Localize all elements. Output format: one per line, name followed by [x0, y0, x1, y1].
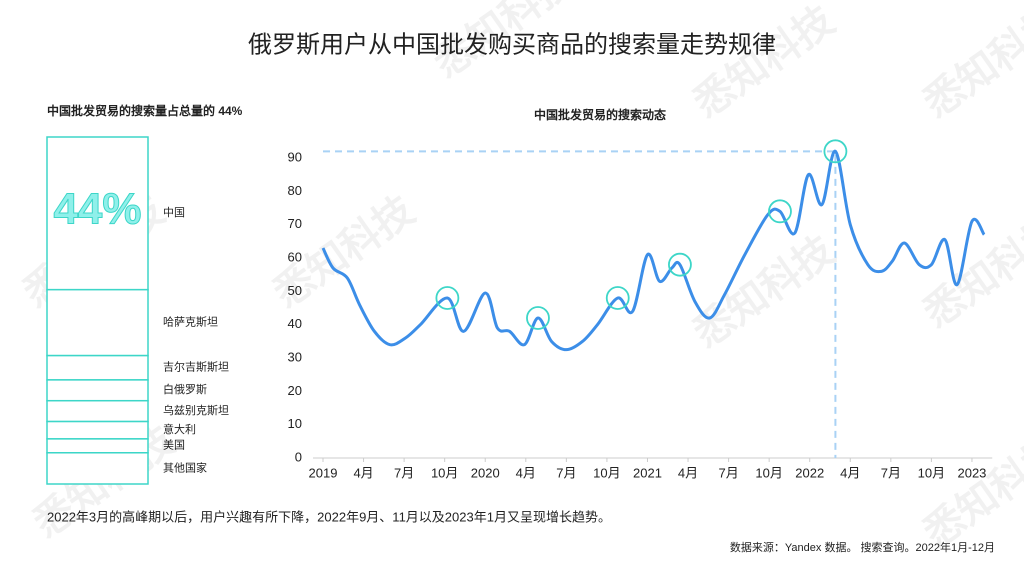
y-tick-label: 60 [288, 249, 302, 264]
highlight-marker [526, 306, 550, 330]
x-tick-label: 7月 [718, 465, 738, 480]
stack-title: 中国批发贸易的搜索量占总量的 44% [47, 103, 243, 118]
x-tick-label: 2021 [633, 465, 662, 480]
footnote: 2022年3月的高峰期以后，用户兴趣有所下降，2022年9月、11月以及2023… [47, 509, 611, 524]
stack-segment [46, 420, 149, 440]
segment-label: 中国 [163, 206, 185, 219]
stack-segment [46, 438, 149, 454]
stack-segment [46, 354, 149, 381]
stack-segment [46, 452, 149, 485]
highlight-marker [768, 199, 792, 224]
segment-label: 白俄罗斯 [163, 382, 207, 396]
watermark: 悉知科技 [916, 0, 1024, 126]
watermark: 悉知科技 [916, 428, 1024, 556]
y-tick-label: 40 [288, 316, 302, 331]
y-tick-label: 70 [288, 216, 302, 231]
source: 数据来源：Yandex 数据。 搜索查询。2022年1月-12月 [730, 540, 995, 554]
segment-label: 美国 [163, 439, 185, 452]
value-label: 44% [53, 185, 141, 234]
highlight-marker [435, 286, 460, 310]
x-tick-label: 4月 [678, 465, 698, 480]
highlight-marker [605, 286, 630, 310]
x-tick-label: 10月 [755, 465, 782, 480]
y-tick-label: 20 [288, 383, 302, 398]
stack-segment [46, 136, 149, 291]
stack-segment [46, 379, 149, 402]
x-tick-label: 10月 [593, 465, 620, 480]
y-tick-label: 0 [295, 449, 302, 464]
x-tick-label: 2023 [957, 465, 986, 480]
x-tick-label: 10月 [918, 465, 945, 480]
y-tick-label: 80 [288, 183, 302, 198]
line [321, 149, 986, 352]
x-tick-label: 4月 [353, 465, 373, 480]
watermark: 悉知科技 [686, 228, 842, 356]
y-tick-label: 30 [288, 349, 302, 364]
x-tick-label: 2020 [471, 465, 500, 480]
x-tick-label: 10月 [431, 465, 458, 480]
stack-segment [46, 399, 149, 423]
segment-label: 其他国家 [163, 460, 207, 474]
y-tick-label: 90 [288, 149, 302, 164]
segment-label: 意大利 [163, 422, 196, 436]
segment-label: 吉尔吉斯斯坦 [163, 360, 229, 374]
x-tick-label: 4月 [516, 465, 536, 480]
y-tick-label: 50 [288, 283, 302, 298]
x-tick-label: 7月 [394, 465, 414, 480]
segment-label: 哈萨克斯坦 [163, 315, 218, 329]
x-tick-label: 7月 [881, 465, 901, 480]
page-title: 俄罗斯用户从中国批发购买商品的搜索量走势规律 [248, 31, 776, 58]
x-tick-label: 4月 [840, 465, 860, 480]
watermark: 悉知科技 [686, 0, 842, 126]
y-tick-label: 10 [288, 416, 302, 431]
segment-label: 乌兹别克斯坦 [163, 403, 229, 417]
peak-guide [323, 150, 837, 458]
line-title: 中国批发贸易的搜索动态 [534, 107, 666, 122]
x-tick-label: 7月 [556, 465, 576, 480]
x-tick-label: 2022 [795, 465, 824, 480]
highlight-marker [823, 139, 848, 164]
stack-segment [46, 288, 149, 357]
highlight-marker [668, 252, 692, 277]
x-tick-label: 2019 [309, 465, 338, 480]
